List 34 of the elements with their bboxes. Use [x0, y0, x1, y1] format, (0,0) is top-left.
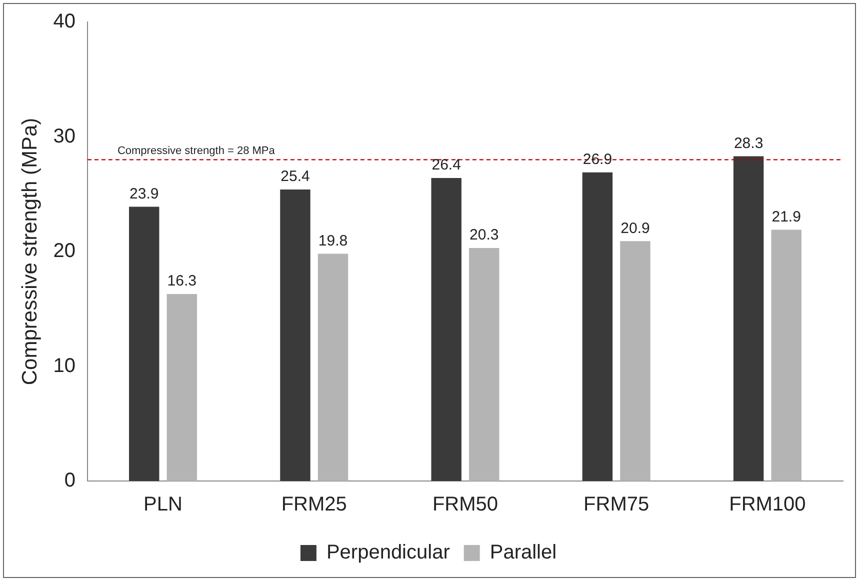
y-tick-label: 30 — [53, 125, 76, 148]
x-tick-label: FRM100 — [729, 494, 806, 516]
x-tick-label: FRM25 — [281, 494, 347, 516]
y-axis-title: Compressive strength (MPa) — [18, 118, 42, 386]
data-label: 21.9 — [772, 208, 801, 226]
data-label: 16.3 — [167, 272, 196, 290]
x-tick-label: FRM75 — [584, 494, 650, 516]
data-label: 25.4 — [280, 168, 310, 186]
ref-line-label: Compressive strength = 28 MPa — [117, 145, 276, 158]
bar — [280, 190, 310, 481]
bar — [129, 206, 160, 481]
legend-label: Parallel — [490, 542, 557, 564]
y-tick-label: 20 — [53, 240, 76, 262]
y-tick-label: 0 — [64, 470, 76, 492]
bar — [771, 230, 802, 481]
bar — [582, 172, 613, 481]
y-tick-label: 10 — [53, 354, 76, 377]
y-tick-label: 40 — [53, 10, 76, 33]
data-label: 26.4 — [432, 156, 461, 174]
bar — [318, 254, 348, 481]
bar — [733, 156, 764, 481]
legend-label: Perpendicular — [326, 542, 450, 564]
data-label: 20.9 — [620, 220, 650, 237]
data-label: 19.8 — [318, 232, 348, 250]
data-label: 28.3 — [734, 134, 764, 152]
x-tick-label: PLN — [144, 494, 182, 516]
data-label: 20.3 — [470, 226, 499, 244]
bar — [431, 178, 462, 481]
data-label: 26.9 — [582, 150, 612, 168]
x-tick-label: FRM50 — [432, 494, 498, 516]
data-label: 23.9 — [130, 185, 159, 202]
bar — [469, 248, 500, 481]
bar — [166, 294, 197, 481]
bar — [620, 241, 650, 481]
